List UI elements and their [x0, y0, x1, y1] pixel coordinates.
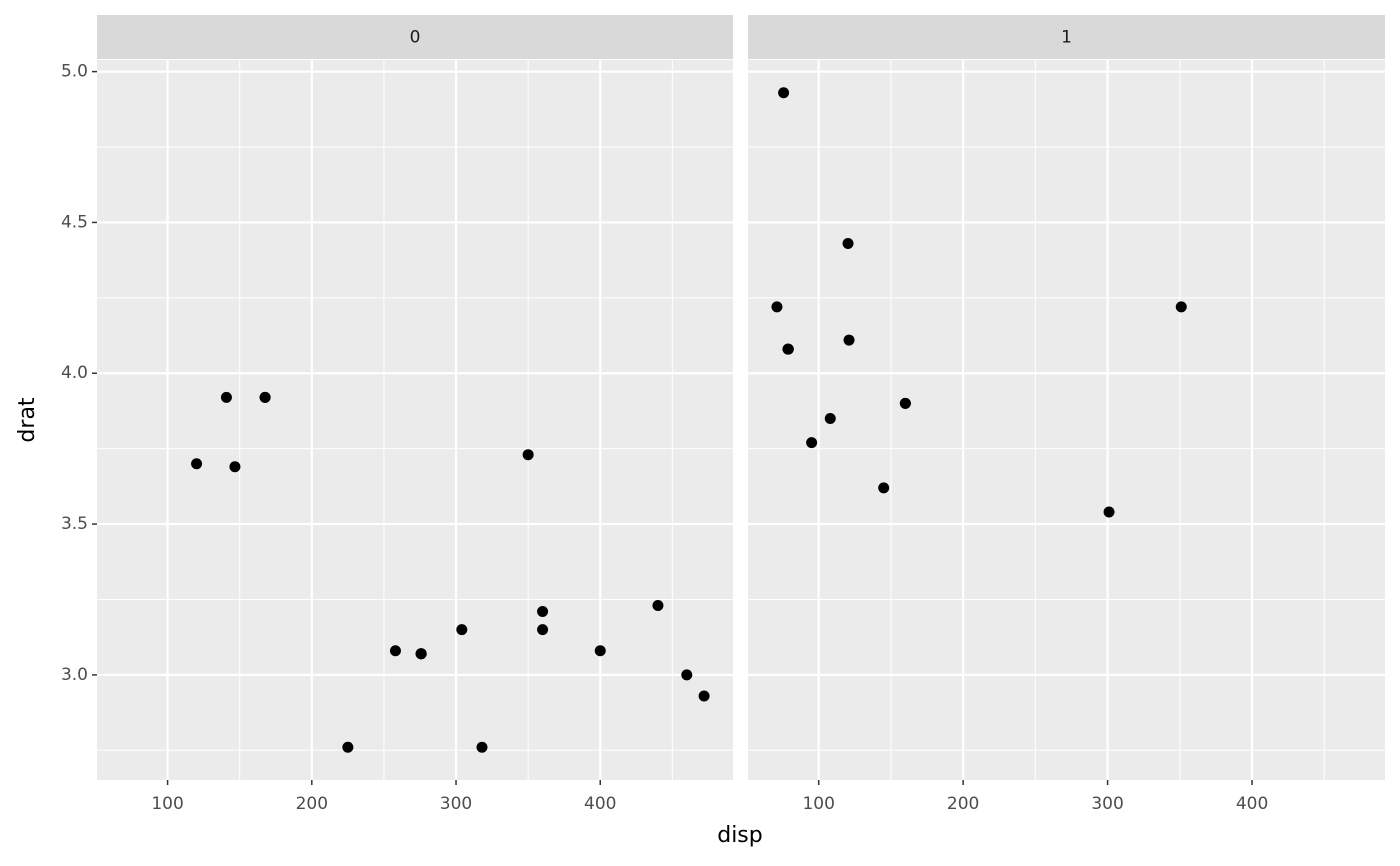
- point: [698, 690, 710, 702]
- point: [389, 645, 401, 657]
- x-tick-label: 400: [1236, 794, 1268, 814]
- point: [1175, 301, 1187, 313]
- point: [771, 301, 783, 313]
- point: [259, 391, 271, 403]
- point: [899, 397, 911, 409]
- y-tick-label: 3.0: [61, 665, 88, 685]
- panel-background: [748, 60, 1385, 780]
- strip-background: [748, 15, 1385, 59]
- point: [537, 606, 549, 618]
- point: [681, 669, 693, 681]
- x-tick-label: 100: [151, 794, 183, 814]
- point: [778, 87, 790, 99]
- point: [824, 412, 836, 424]
- point: [806, 437, 818, 449]
- point: [843, 334, 855, 346]
- point: [842, 238, 854, 250]
- point: [782, 343, 794, 355]
- y-tick-label: 4.0: [61, 363, 88, 383]
- x-axis-title: disp: [717, 823, 763, 848]
- x-tick-label: 300: [1091, 794, 1123, 814]
- x-tick-label: 200: [296, 794, 328, 814]
- x-tick-label: 200: [947, 794, 979, 814]
- point: [537, 624, 549, 636]
- strip-label: 0: [410, 28, 421, 48]
- point: [594, 645, 606, 657]
- point: [220, 391, 232, 403]
- point: [342, 741, 354, 753]
- y-axis-title: drat: [15, 397, 40, 442]
- panel-background: [97, 60, 733, 780]
- strip-background: [97, 15, 733, 59]
- point: [1103, 506, 1115, 518]
- point: [878, 482, 890, 494]
- x-tick-label: 100: [802, 794, 834, 814]
- point: [476, 741, 488, 753]
- point: [652, 600, 664, 612]
- x-tick-label: 400: [584, 794, 616, 814]
- strip-label: 1: [1061, 28, 1072, 48]
- y-tick-label: 3.5: [61, 514, 88, 534]
- point: [229, 461, 241, 473]
- x-tick-label: 300: [440, 794, 472, 814]
- y-tick-label: 4.5: [61, 212, 88, 232]
- point: [522, 449, 534, 461]
- point: [191, 458, 203, 470]
- point: [415, 648, 427, 660]
- y-tick-label: 5.0: [61, 62, 88, 82]
- point: [456, 624, 468, 636]
